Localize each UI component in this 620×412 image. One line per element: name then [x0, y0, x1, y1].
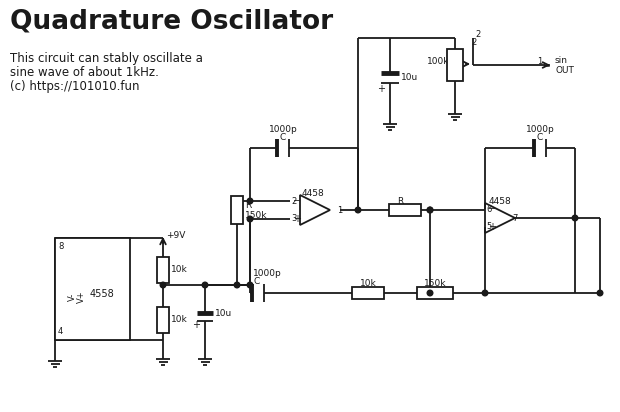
Text: 100kΩ: 100kΩ — [427, 56, 456, 66]
Text: OUT: OUT — [555, 66, 574, 75]
Text: 4458: 4458 — [301, 189, 324, 197]
Circle shape — [482, 290, 488, 296]
Text: C: C — [280, 133, 286, 141]
Text: +: + — [377, 84, 385, 94]
Bar — [417, 287, 453, 299]
Text: 150k: 150k — [397, 206, 420, 215]
Text: 1000p: 1000p — [526, 124, 554, 133]
Text: R: R — [397, 197, 403, 206]
Bar — [157, 257, 169, 283]
Text: 2: 2 — [291, 197, 296, 206]
Circle shape — [597, 290, 603, 296]
Circle shape — [247, 198, 253, 204]
Text: 1000p: 1000p — [268, 124, 298, 133]
Text: 5: 5 — [486, 222, 491, 230]
Text: 3: 3 — [291, 213, 296, 222]
Text: V-: V- — [68, 293, 77, 301]
Text: 150k: 150k — [245, 211, 267, 220]
Text: 6: 6 — [486, 204, 492, 213]
Text: +: + — [192, 320, 200, 330]
Circle shape — [427, 207, 433, 213]
Text: 10u: 10u — [215, 309, 232, 318]
Circle shape — [427, 290, 433, 296]
Text: V+: V+ — [77, 291, 86, 303]
Bar — [157, 307, 169, 333]
Text: +: + — [293, 214, 301, 224]
Circle shape — [427, 207, 433, 213]
Text: 7: 7 — [512, 213, 517, 222]
Text: 10u: 10u — [401, 73, 418, 82]
Bar — [352, 287, 384, 299]
Text: +9V: +9V — [166, 230, 185, 239]
Text: 4558: 4558 — [90, 289, 115, 299]
Text: 8: 8 — [58, 241, 63, 250]
Text: 10k: 10k — [360, 279, 376, 288]
Text: R: R — [245, 201, 251, 209]
Text: 1: 1 — [537, 56, 542, 66]
Text: 1: 1 — [337, 206, 342, 215]
Text: C: C — [253, 276, 259, 286]
Text: Quadrature Oscillator: Quadrature Oscillator — [10, 8, 333, 34]
Bar — [389, 204, 421, 216]
Bar — [447, 49, 463, 81]
Circle shape — [247, 216, 253, 222]
Text: 2: 2 — [475, 30, 480, 38]
Circle shape — [247, 282, 253, 288]
Text: (c) https://101010.fun: (c) https://101010.fun — [10, 80, 140, 93]
Text: 150k: 150k — [423, 279, 446, 288]
Text: −: − — [293, 196, 301, 206]
Text: −: − — [488, 204, 496, 214]
Text: 2: 2 — [471, 37, 476, 47]
Circle shape — [160, 282, 166, 288]
Text: sin: sin — [555, 56, 568, 65]
Text: 4458: 4458 — [489, 197, 511, 206]
Text: 1000p: 1000p — [253, 269, 281, 278]
Bar — [55, 238, 130, 340]
Text: C: C — [537, 133, 543, 141]
Circle shape — [202, 282, 208, 288]
Circle shape — [234, 282, 240, 288]
Text: sine wave of about 1kHz.: sine wave of about 1kHz. — [10, 66, 159, 79]
Text: This circuit can stably oscillate a: This circuit can stably oscillate a — [10, 52, 203, 65]
Text: 4: 4 — [58, 328, 63, 337]
Circle shape — [355, 207, 361, 213]
Text: +: + — [488, 222, 496, 232]
Text: 10k: 10k — [171, 316, 188, 325]
Circle shape — [572, 215, 578, 221]
Bar — [231, 196, 243, 224]
Text: 10k: 10k — [171, 265, 188, 274]
